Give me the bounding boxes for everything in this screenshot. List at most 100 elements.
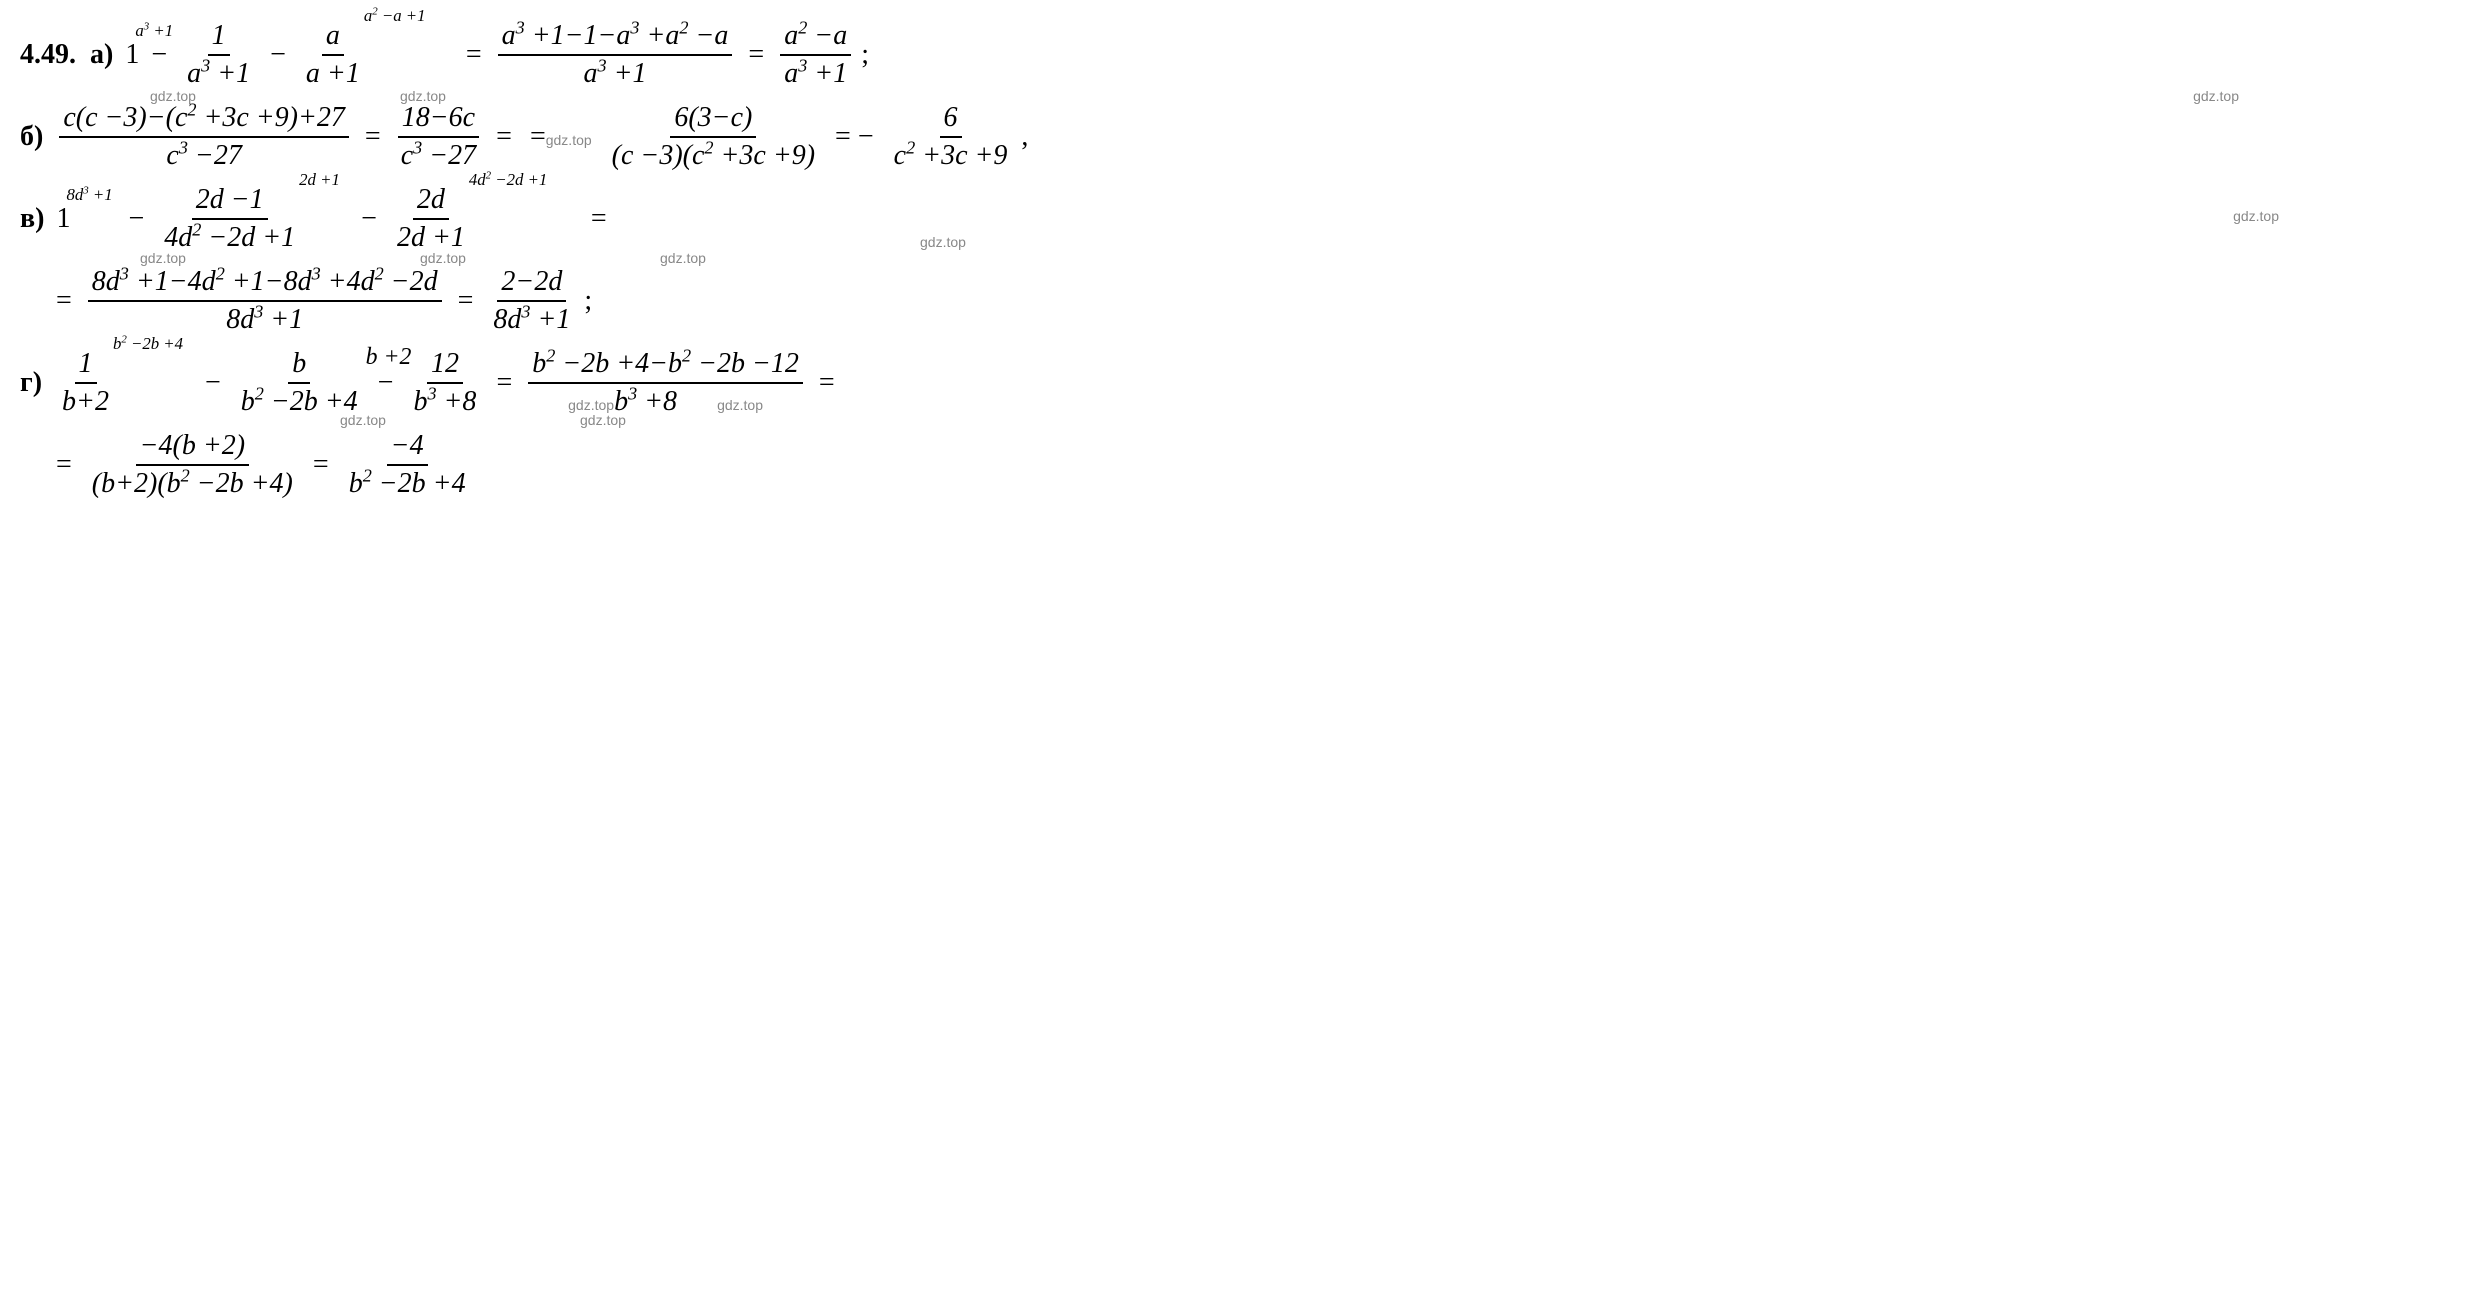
- frac-den: c3 −27: [162, 138, 245, 172]
- frac-den: 8d3 +1: [222, 302, 307, 336]
- part-d-line1: г) 1 b+2 b2 −2b +4 − bb +2 b2 −2b +4 − 1…: [20, 348, 2459, 418]
- fraction-a-eq2: a2 −a a3 +1: [780, 20, 851, 90]
- fraction-b-eq3: 6 c2 +3c +9: [890, 102, 1012, 172]
- part-a: 4.49. а) 1 a3 +1 − 1 a3 +1 − a a +1 a2 −…: [20, 20, 2459, 90]
- frac-num: 12: [427, 348, 463, 384]
- equals-op: =: [313, 449, 329, 481]
- equals-op: =: [748, 39, 764, 71]
- fraction-a-eq1: a3 +1−1−a3 +a2 −a a3 +1: [498, 20, 733, 90]
- equals-op: =: [458, 285, 474, 317]
- fraction-c2-wrap: 2d 2d +1 4d2 −2d +1: [389, 184, 473, 254]
- fraction-d1: 1 b+2: [58, 348, 113, 418]
- term-1-value: 1: [125, 39, 139, 70]
- problem-number: 4.49.: [20, 39, 76, 71]
- frac-num: a3 +1−1−a3 +a2 −a: [498, 20, 733, 56]
- term-c1: 1 8d3 +1: [56, 203, 70, 235]
- frac-num: 2−2d: [497, 266, 566, 302]
- fraction-d3: 12 b3 +8: [409, 348, 480, 418]
- watermark-inline: gdz.top: [546, 132, 592, 148]
- minus-op: −: [205, 367, 221, 399]
- equals-op: =: [56, 285, 72, 317]
- frac-den: 2d +1: [393, 220, 469, 254]
- end-punct: ;: [861, 39, 869, 71]
- frac-den: a3 +1: [580, 56, 651, 90]
- fraction-c-line2b: 2−2d 8d3 +1: [489, 266, 574, 336]
- minus-op: −: [128, 203, 144, 235]
- frac-num: bb +2: [288, 348, 310, 384]
- watermark: gdz.top: [660, 250, 706, 266]
- frac-den: b+2: [58, 384, 113, 418]
- fraction-c1: 2d −1 4d2 −2d +1: [160, 184, 299, 254]
- watermark-inline: gdz.top: [717, 397, 763, 413]
- frac-den: (b+2)(b2 −2b +4): [88, 466, 297, 500]
- fraction-c2: 2d 2d +1: [393, 184, 469, 254]
- watermark-inline: gdz.top: [568, 397, 614, 413]
- end-punct: ;: [584, 285, 592, 317]
- minus-op: −: [151, 39, 167, 71]
- frac-den: c2 +3c +9: [890, 138, 1012, 172]
- frac-c1-annotation: 2d +1: [299, 170, 340, 190]
- frac-num: 8d3 +1−4d2 +1−8d3 +4d2 −2d: [88, 266, 442, 302]
- part-c-line1: в) 1 8d3 +1 − 2d −1 4d2 −2d +1 2d +1 − 2…: [20, 184, 2459, 254]
- term-1-annotation: a3 +1: [135, 21, 173, 41]
- frac-den: gdz.topb3 +8gdz.top: [564, 384, 767, 418]
- frac-den: b3 +8: [409, 384, 480, 418]
- equals-op: =: [496, 367, 512, 399]
- equals-op: =: [591, 203, 607, 235]
- frac-d2-annotation: b +2: [366, 344, 412, 371]
- frac-num: −4: [387, 430, 428, 466]
- equals-op: =: [819, 367, 835, 399]
- term-c1-value: 1: [56, 203, 70, 234]
- frac-num: 2d: [413, 184, 449, 220]
- frac-num: 6(3−c): [670, 102, 756, 138]
- fraction-d1-wrap: 1 b+2 b2 −2b +4: [54, 348, 117, 418]
- equals-op: =: [365, 121, 381, 153]
- equals-op: =: [56, 449, 72, 481]
- fraction-d-eq1: b2 −2b +4−b2 −2b −12 gdz.topb3 +8gdz.top: [528, 348, 803, 418]
- frac-num: a: [322, 20, 344, 56]
- watermark: gdz.top: [2233, 208, 2279, 224]
- fraction-a1: 1 a3 +1: [183, 20, 254, 90]
- part-a-label: а): [90, 39, 113, 71]
- minus-op: −: [378, 367, 394, 399]
- fraction-d2-wrap: bb +2 b2 −2b +4: [233, 348, 366, 418]
- frac-num: −4(b +2): [136, 430, 249, 466]
- fraction-a2: a a +1: [302, 20, 364, 90]
- term-1: 1 a3 +1: [125, 39, 139, 71]
- fraction-b-eq2: 6(3−c) (c −3)(c2 +3c +9): [608, 102, 819, 172]
- frac-den: a3 +1: [183, 56, 254, 90]
- fraction-c1-wrap: 2d −1 4d2 −2d +1 2d +1: [156, 184, 303, 254]
- part-b: б) c(c −3)−(c2 +3c +9)+27 c3 −27 = 18−6c…: [20, 102, 2459, 172]
- fraction-d2: bb +2 b2 −2b +4: [237, 348, 362, 418]
- fraction-d-line2a: −4(b +2) (b+2)(b2 −2b +4): [88, 430, 297, 500]
- fraction-b1: c(c −3)−(c2 +3c +9)+27 c3 −27: [59, 102, 349, 172]
- frac-num: 1: [208, 20, 230, 56]
- frac-num: 18−6c: [398, 102, 479, 138]
- frac-den: (c −3)(c2 +3c +9): [608, 138, 819, 172]
- frac-den: c3 −27: [397, 138, 480, 172]
- frac-num: 2d −1: [192, 184, 268, 220]
- equals-op: =: [466, 39, 482, 71]
- minus-op: −: [361, 203, 377, 235]
- frac-den: 4d2 −2d +1: [160, 220, 299, 254]
- frac-d1-annotation: b2 −2b +4: [113, 334, 183, 354]
- frac-num: 1: [75, 348, 97, 384]
- frac-den: 8d3 +1: [489, 302, 574, 336]
- frac-den: b2 −2b +4: [345, 466, 470, 500]
- equals-op: =: [496, 121, 512, 153]
- part-c-line2: = 8d3 +1−4d2 +1−8d3 +4d2 −2d 8d3 +1 = 2−…: [50, 266, 2459, 336]
- part-d-line2: = −4(b +2) (b+2)(b2 −2b +4) = −4 b2 −2b …: [50, 430, 2459, 500]
- neg-equals-op: = −: [835, 121, 874, 153]
- frac-num: b2 −2b +4−b2 −2b −12: [528, 348, 803, 384]
- frac-c2-annotation: 4d2 −2d +1: [469, 170, 547, 190]
- frac-a2-annotation: a2 −a +1: [364, 6, 426, 26]
- frac-den: b2 −2b +4: [237, 384, 362, 418]
- part-c-label: в): [20, 203, 44, 235]
- minus-op: −: [270, 39, 286, 71]
- frac-den: a3 +1: [780, 56, 851, 90]
- frac-num: a2 −a: [780, 20, 851, 56]
- frac-num: c(c −3)−(c2 +3c +9)+27: [59, 102, 349, 138]
- fraction-a2-wrap: a a +1 a2 −a +1: [298, 20, 368, 90]
- frac-num: 6: [940, 102, 962, 138]
- part-b-label: б): [20, 121, 43, 153]
